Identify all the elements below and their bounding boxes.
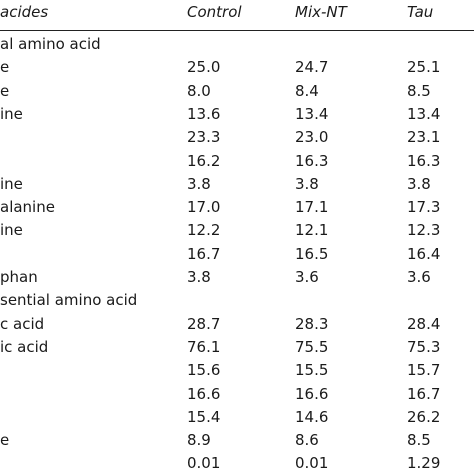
section-label: sential amino acid bbox=[0, 291, 138, 309]
mix-nt-value: 16.5 bbox=[295, 245, 329, 263]
mix-nt-value: 15.5 bbox=[295, 361, 329, 379]
control-value: 16.7 bbox=[187, 245, 221, 263]
mix-nt-value: 16.6 bbox=[295, 385, 329, 403]
mix-nt-value: 0.01 bbox=[295, 454, 329, 472]
control-value: 76.1 bbox=[187, 338, 221, 356]
mix-nt-value: 14.6 bbox=[295, 408, 329, 426]
row-label: ine bbox=[0, 221, 23, 239]
tau-value: 16.4 bbox=[407, 245, 441, 263]
control-value: 23.3 bbox=[187, 128, 221, 146]
row-label: ine bbox=[0, 105, 23, 123]
control-value: 16.6 bbox=[187, 385, 221, 403]
tau-value: 17.3 bbox=[407, 198, 441, 216]
tau-value: 13.4 bbox=[407, 105, 441, 123]
header-label: acides bbox=[0, 3, 49, 21]
control-value: 17.0 bbox=[187, 198, 221, 216]
row-label: ine bbox=[0, 175, 23, 193]
tau-value: 3.8 bbox=[407, 175, 431, 193]
tau-value: 16.7 bbox=[407, 385, 441, 403]
header-mix-nt: Mix-NT bbox=[295, 3, 347, 21]
mix-nt-value: 28.3 bbox=[295, 315, 329, 333]
control-value: 12.2 bbox=[187, 221, 221, 239]
control-value: 8.9 bbox=[187, 431, 211, 449]
mix-nt-value: 17.1 bbox=[295, 198, 329, 216]
row-label: e bbox=[0, 58, 10, 76]
row-label: c acid bbox=[0, 315, 45, 333]
tau-value: 8.5 bbox=[407, 431, 431, 449]
control-value: 13.6 bbox=[187, 105, 221, 123]
tau-value: 28.4 bbox=[407, 315, 441, 333]
header-tau: Tau bbox=[407, 3, 434, 21]
control-value: 15.6 bbox=[187, 361, 221, 379]
row-label: e bbox=[0, 82, 10, 100]
mix-nt-value: 13.4 bbox=[295, 105, 329, 123]
header-control: Control bbox=[187, 3, 242, 21]
mix-nt-value: 24.7 bbox=[295, 58, 329, 76]
mix-nt-value: 75.5 bbox=[295, 338, 329, 356]
row-label: alanine bbox=[0, 198, 55, 216]
mix-nt-value: 16.3 bbox=[295, 152, 329, 170]
tau-value: 12.3 bbox=[407, 221, 441, 239]
control-value: 16.2 bbox=[187, 152, 221, 170]
header-rule bbox=[0, 30, 474, 31]
control-value: 3.8 bbox=[187, 175, 211, 193]
control-value: 8.0 bbox=[187, 82, 211, 100]
control-value: 3.8 bbox=[187, 268, 211, 286]
tau-value: 75.3 bbox=[407, 338, 441, 356]
tau-value: 26.2 bbox=[407, 408, 441, 426]
tau-value: 1.29 bbox=[407, 454, 441, 472]
row-label: ic acid bbox=[0, 338, 49, 356]
tau-value: 8.5 bbox=[407, 82, 431, 100]
mix-nt-value: 3.8 bbox=[295, 175, 319, 193]
tau-value: 16.3 bbox=[407, 152, 441, 170]
section-label: al amino acid bbox=[0, 35, 101, 53]
control-value: 0.01 bbox=[187, 454, 221, 472]
mix-nt-value: 12.1 bbox=[295, 221, 329, 239]
tau-value: 25.1 bbox=[407, 58, 441, 76]
row-label: phan bbox=[0, 268, 38, 286]
row-label: e bbox=[0, 431, 10, 449]
tau-value: 3.6 bbox=[407, 268, 431, 286]
tau-value: 15.7 bbox=[407, 361, 441, 379]
control-value: 25.0 bbox=[187, 58, 221, 76]
mix-nt-value: 8.4 bbox=[295, 82, 319, 100]
mix-nt-value: 3.6 bbox=[295, 268, 319, 286]
mix-nt-value: 8.6 bbox=[295, 431, 319, 449]
mix-nt-value: 23.0 bbox=[295, 128, 329, 146]
control-value: 28.7 bbox=[187, 315, 221, 333]
tau-value: 23.1 bbox=[407, 128, 441, 146]
control-value: 15.4 bbox=[187, 408, 221, 426]
